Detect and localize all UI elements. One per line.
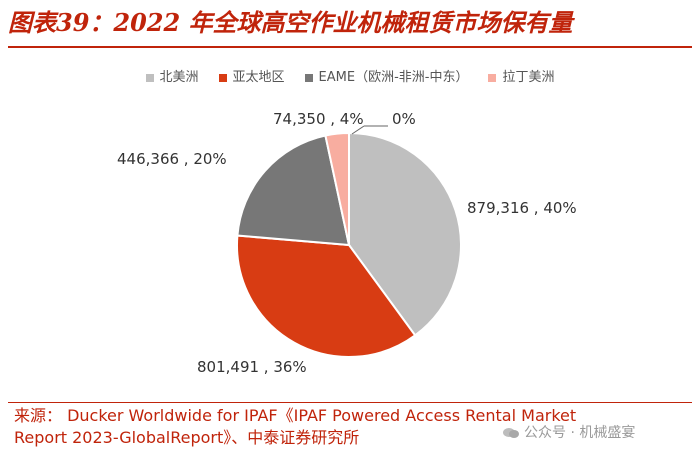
figure-title: 图表39：2022 年全球高空作业机械租赁市场保有量	[8, 8, 573, 37]
pie-chart: 879,316 , 40% 801,491 , 36% 446,366 , 20…	[117, 110, 577, 376]
pie-slice-eame	[236, 134, 351, 247]
legend-item-latin-america: 拉丁美洲	[488, 66, 554, 85]
legend-label-eame: EAME（欧洲-非洲-中东）	[318, 70, 469, 85]
legend-swatch-north-america	[145, 73, 154, 82]
source-divider	[8, 402, 692, 403]
legend-item-north-america: 北美洲	[145, 66, 199, 85]
watermark-text: 公众号 · 机械盛宴	[524, 425, 636, 441]
legend-label-latin-america: 拉丁美洲	[502, 70, 555, 85]
legend-label-asia-pacific: 亚太地区	[232, 70, 285, 85]
legend-label-north-america: 北美洲	[159, 70, 199, 85]
pie-slice-asia-pacific	[236, 234, 417, 358]
pie-slice-north-america	[348, 131, 462, 337]
slice-label-latin-america: 74,350 , 4%	[273, 110, 364, 128]
source-note: 来源： Ducker Worldwide for IPAF《IPAF Power…	[14, 406, 577, 447]
slice-label-north-america: 879,316 , 40%	[467, 199, 577, 217]
wechat-icon	[503, 428, 519, 438]
legend-item-eame: EAME（欧洲-非洲-中东）	[304, 66, 469, 85]
slice-label-zero: 0%	[392, 110, 416, 128]
zero-slice-leader-line	[351, 125, 365, 135]
legend-item-asia-pacific: 亚太地区	[218, 66, 285, 85]
title-divider	[8, 46, 692, 48]
chart-legend: 北美洲 亚太地区 EAME（欧洲-非洲-中东） 拉丁美洲	[0, 66, 700, 85]
slice-label-asia-pacific: 801,491 , 36%	[197, 358, 307, 376]
legend-swatch-latin-america	[488, 73, 497, 82]
watermark: 公众号 · 机械盛宴	[502, 422, 635, 442]
pie-slices	[236, 131, 462, 358]
pie-slice-latin-america	[324, 131, 350, 246]
slice-label-eame: 446,366 , 20%	[117, 150, 227, 168]
legend-swatch-asia-pacific	[218, 73, 227, 82]
legend-swatch-eame	[304, 73, 313, 82]
